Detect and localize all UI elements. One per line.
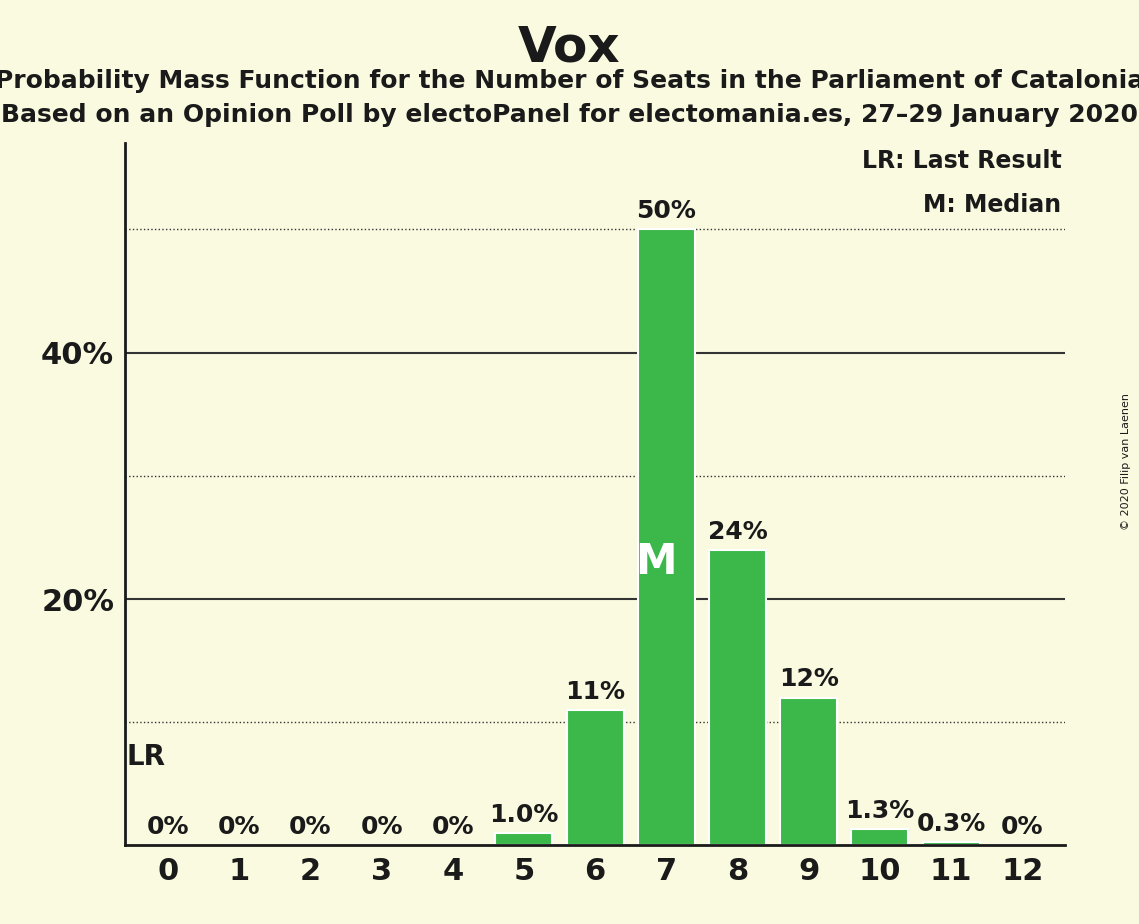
Text: 11%: 11% (565, 680, 625, 704)
Bar (567, 710, 624, 845)
Text: Vox: Vox (518, 23, 621, 71)
Text: 0%: 0% (289, 815, 331, 839)
Bar (638, 229, 695, 845)
Text: 12%: 12% (779, 667, 838, 691)
Bar (852, 830, 909, 845)
Text: LR: Last Result: LR: Last Result (862, 150, 1062, 174)
Text: Probability Mass Function for the Number of Seats in the Parliament of Catalonia: Probability Mass Function for the Number… (0, 69, 1139, 93)
Text: 0.3%: 0.3% (917, 811, 985, 835)
Text: 0%: 0% (147, 815, 189, 839)
Text: M: Median: M: Median (924, 192, 1062, 216)
Text: 24%: 24% (707, 519, 768, 543)
Text: 0%: 0% (1001, 815, 1043, 839)
Bar (923, 842, 980, 845)
Text: 1.3%: 1.3% (845, 799, 915, 823)
Text: 0%: 0% (360, 815, 403, 839)
Text: M: M (634, 541, 677, 583)
Bar (710, 550, 767, 845)
Text: © 2020 Filip van Laenen: © 2020 Filip van Laenen (1121, 394, 1131, 530)
Bar (495, 833, 552, 845)
Text: 50%: 50% (637, 200, 696, 224)
Text: 0%: 0% (218, 815, 261, 839)
Text: LR: LR (126, 743, 165, 771)
Text: Based on an Opinion Poll by electoPanel for electomania.es, 27–29 January 2020: Based on an Opinion Poll by electoPanel … (1, 103, 1138, 128)
Bar (780, 698, 837, 845)
Text: 1.0%: 1.0% (490, 803, 558, 827)
Text: 0%: 0% (432, 815, 474, 839)
